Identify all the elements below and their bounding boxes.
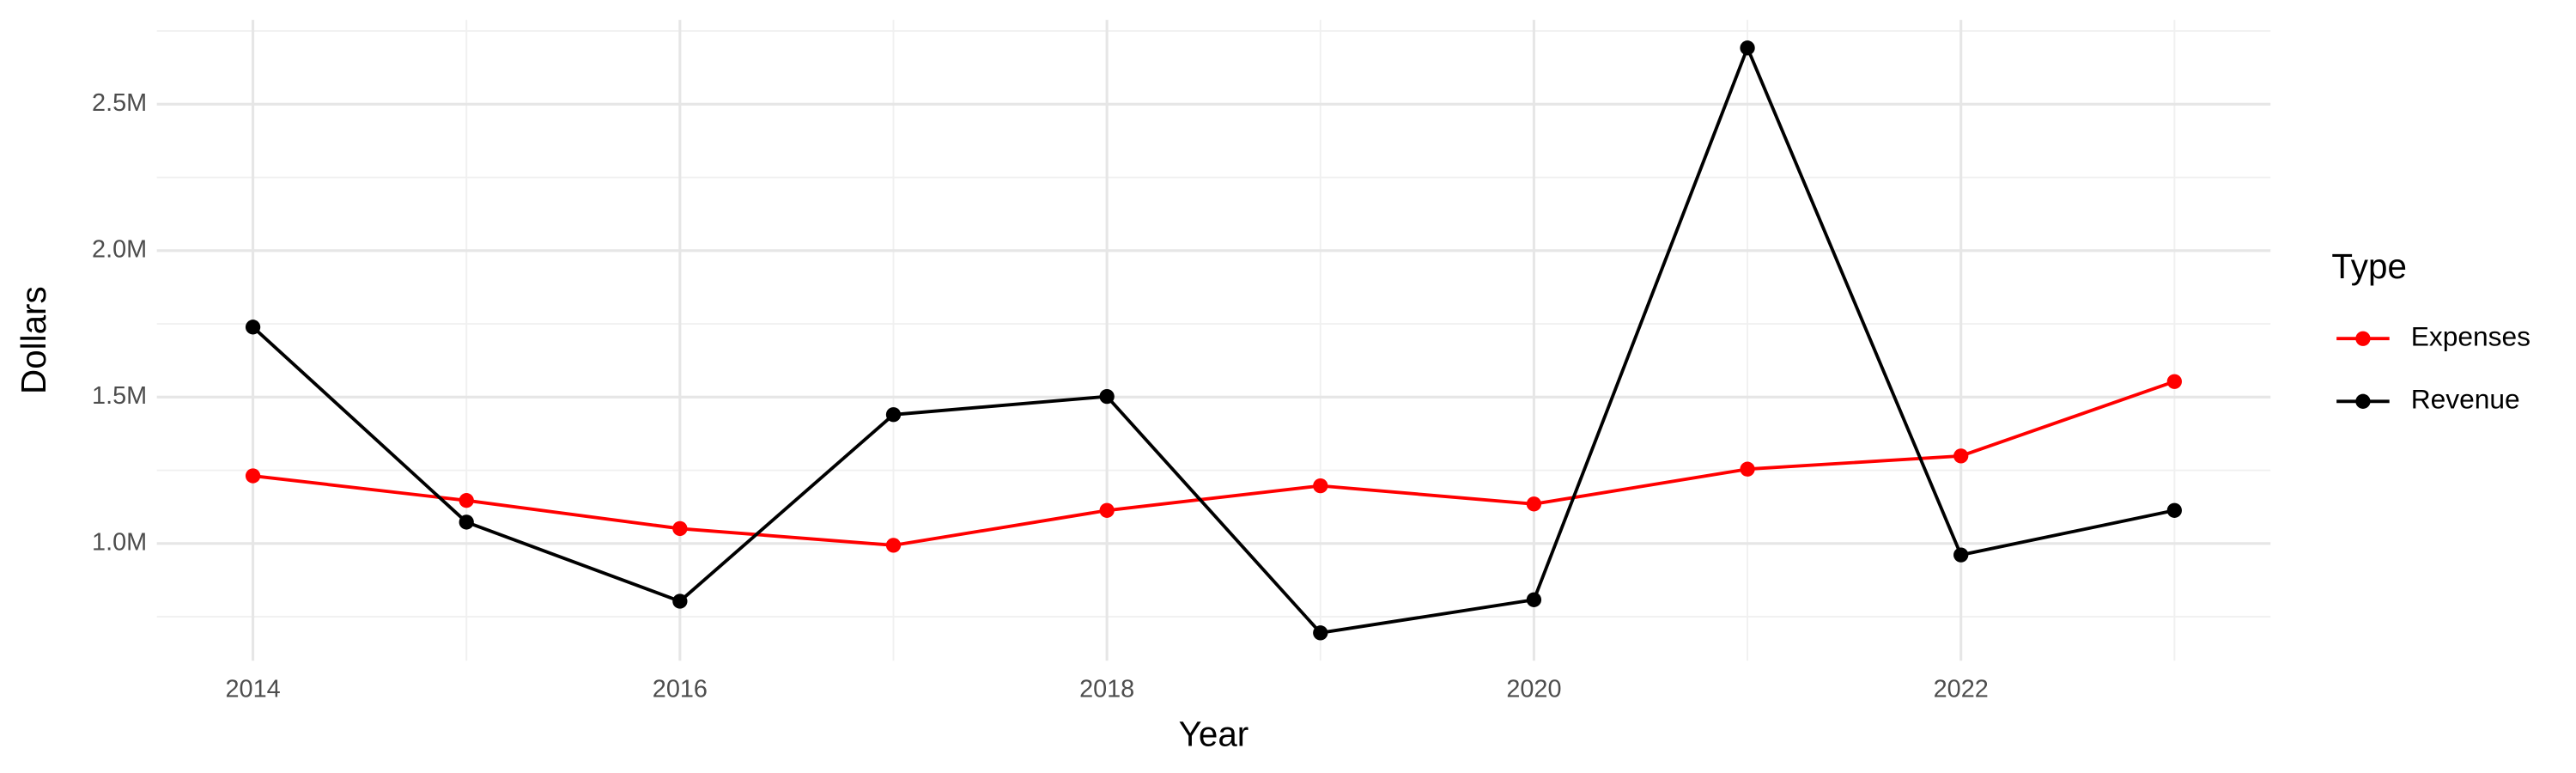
data-point — [1313, 478, 1328, 494]
y-tick-label: 1.5M — [92, 382, 147, 410]
data-point — [1740, 40, 1755, 56]
x-tick-label: 2014 — [226, 675, 281, 703]
data-point — [1526, 592, 1542, 607]
x-axis-title: Year — [1179, 714, 1249, 753]
y-tick-label: 2.0M — [92, 235, 147, 263]
data-point — [245, 320, 261, 335]
data-point — [1740, 461, 1755, 477]
data-point — [459, 493, 474, 508]
data-point — [885, 407, 902, 423]
legend-key-point — [2355, 393, 2371, 409]
x-tick-label: 2022 — [1934, 675, 1989, 703]
grid — [156, 20, 2271, 661]
legend-title: Type — [2331, 247, 2407, 286]
data-point — [1953, 448, 1969, 464]
data-point — [1953, 547, 1969, 563]
data-point — [2166, 374, 2182, 389]
data-point — [672, 593, 688, 609]
legend: Type Expenses Revenue — [2331, 247, 2530, 415]
data-point — [2166, 502, 2182, 518]
data-point — [1099, 502, 1115, 518]
x-tick-label: 2018 — [1079, 675, 1134, 703]
data-point — [459, 514, 474, 530]
data-point — [1526, 496, 1542, 512]
data-point — [1099, 388, 1115, 405]
legend-label: Expenses — [2411, 321, 2530, 352]
y-tick-label: 2.5M — [92, 89, 147, 117]
data-point — [1313, 625, 1328, 641]
y-tick-label: 1.0M — [92, 528, 147, 556]
data-point — [885, 538, 902, 553]
series-line — [252, 380, 2175, 547]
y-axis-title: Dollars — [14, 286, 53, 394]
x-tick-label: 2020 — [1506, 675, 1561, 703]
legend-key-point — [2355, 331, 2371, 346]
series-line — [252, 43, 2175, 635]
legend-label: Revenue — [2411, 384, 2520, 415]
data-point — [245, 468, 261, 484]
x-tick-label: 2016 — [653, 675, 708, 703]
data-point — [672, 520, 688, 537]
